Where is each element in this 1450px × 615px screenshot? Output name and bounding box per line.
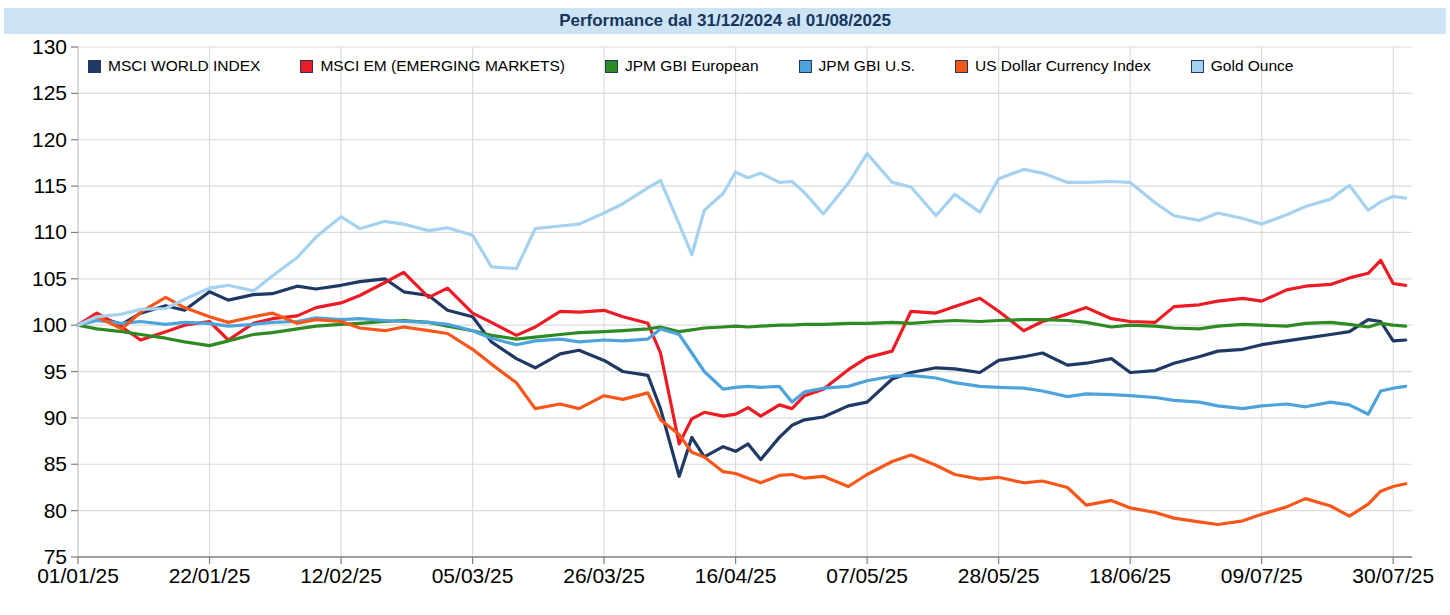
y-axis-label: 90 (44, 406, 67, 429)
y-axis-label: 125 (32, 81, 67, 104)
y-axis-label: 95 (44, 360, 67, 383)
legend-label: MSCI EM (EMERGING MARKETS) (320, 57, 565, 75)
y-axis-label: 100 (32, 313, 67, 336)
x-axis-label: 26/03/25 (563, 564, 645, 587)
x-axis-label: 22/01/25 (169, 564, 251, 587)
chart-legend: MSCI WORLD INDEX MSCI EM (EMERGING MARKET… (88, 57, 1293, 75)
legend-label: US Dollar Currency Index (975, 57, 1151, 75)
x-axis-label: 18/06/25 (1089, 564, 1171, 587)
legend-label: Gold Ounce (1211, 57, 1294, 75)
y-axis-label: 115 (34, 174, 67, 197)
y-axis-label: 130 (32, 35, 67, 58)
legend-swatch-icon (605, 60, 618, 73)
x-axis-label: 01/01/25 (37, 564, 119, 587)
legend-swatch-icon (300, 60, 313, 73)
x-axis-label: 09/07/25 (1221, 564, 1303, 587)
legend-item-6: Gold Ounce (1191, 57, 1294, 75)
legend-swatch-icon (799, 60, 812, 73)
performance-chart-page: Performance dal 31/12/2024 al 01/08/2025… (0, 0, 1450, 615)
legend-label: JPM GBI U.S. (819, 57, 915, 75)
series-line-2 (78, 260, 1406, 444)
performance-line-chart: 758085909510010511011512012513001/01/252… (0, 0, 1450, 615)
y-axis-label: 80 (44, 499, 67, 522)
y-axis-label: 105 (32, 267, 67, 290)
x-axis-label: 12/02/25 (300, 564, 382, 587)
x-axis-label: 16/04/25 (695, 564, 777, 587)
x-axis-label: 05/03/25 (432, 564, 514, 587)
y-axis-label: 85 (44, 452, 67, 475)
legend-label: JPM GBI European (625, 57, 759, 75)
legend-item-4: JPM GBI U.S. (799, 57, 915, 75)
series-line-1 (78, 279, 1406, 477)
y-axis-label: 120 (32, 128, 67, 151)
legend-item-1: MSCI WORLD INDEX (88, 57, 260, 75)
legend-swatch-icon (955, 60, 968, 73)
x-axis-label: 28/05/25 (958, 564, 1040, 587)
x-axis-label: 07/05/25 (826, 564, 908, 587)
legend-label: MSCI WORLD INDEX (108, 57, 260, 75)
legend-swatch-icon (88, 60, 101, 73)
series-line-6 (78, 154, 1406, 326)
legend-swatch-icon (1191, 60, 1204, 73)
legend-item-2: MSCI EM (EMERGING MARKETS) (300, 57, 565, 75)
y-axis-label: 110 (34, 220, 67, 243)
legend-item-5: US Dollar Currency Index (955, 57, 1151, 75)
x-axis-label: 30/07/25 (1352, 564, 1434, 587)
legend-item-3: JPM GBI European (605, 57, 759, 75)
